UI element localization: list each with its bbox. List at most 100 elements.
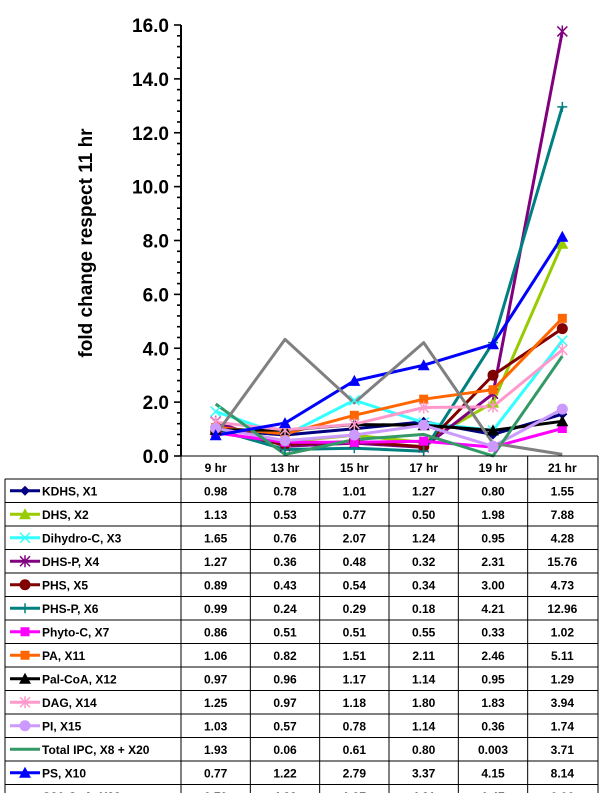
table-cell-value: 0.003 [478,743,508,757]
x-tick-label: 13 hr [271,461,300,475]
data-point [349,410,359,420]
table-cell-value: 0.82 [273,649,297,663]
table-cell-value: 0.36 [273,555,297,569]
table-cell-value: 0.54 [343,578,367,592]
table-cell-value: 3.37 [412,766,436,780]
legend-marker [19,766,31,778]
legend-label: Pal-CoA, X12 [42,672,117,686]
data-point [487,338,499,350]
table-cell-value: 0.43 [273,578,297,592]
table-cell-value: 3.94 [551,696,575,710]
legend-marker [19,696,31,709]
y-tick-label: 4.0 [143,339,169,360]
table-cell-value: 3.71 [551,743,575,757]
table-cell-value: 0.18 [412,602,436,616]
x-tick-label: 9 hr [205,461,227,475]
table-cell-value: 4.73 [551,578,575,592]
table-cell-value: 0.98 [204,484,228,498]
data-point [349,437,359,447]
table-cell-value: 1.29 [551,672,575,686]
legend-label: PHS-P, X6 [42,602,99,616]
series-line [215,106,564,453]
data-point [419,394,429,404]
table-cell-value: 2.79 [343,766,367,780]
legend-marker [19,508,31,520]
y-axis-label: fold change respect 11 hr [76,128,97,358]
data-point [488,385,498,395]
table-cell-value: 1.18 [343,696,367,710]
table-cell-value: 2.07 [343,531,367,545]
table-cell-value: 0.61 [343,743,367,757]
data-point [209,429,222,441]
series-line [215,235,564,437]
table-cell-value: 0.79 [204,790,228,793]
legend-label: Total IPC, X8 + X20 [42,743,150,757]
table-cell-value: 0.51 [273,625,297,639]
legend-label: DHS, X2 [42,508,89,522]
table-cell-value: 1.03 [204,719,228,733]
table-cell-value: 8.14 [551,766,575,780]
data-point [557,313,567,323]
series-line [215,339,564,437]
table-cell-value: 0.53 [273,508,297,522]
table-cell-value: 0.80 [412,743,436,757]
table-cell-value: 0.57 [273,719,297,733]
table-cell-value: 0.06 [273,743,297,757]
table-cell-value: 0.77 [204,766,228,780]
x-tick-label: 17 hr [409,461,438,475]
table-cell-value: 1.93 [204,743,228,757]
y-tick-label: 12.0 [132,124,169,145]
series-lines [214,31,564,458]
table-cell-value: 3.00 [481,578,505,592]
y-tick-label: 6.0 [143,285,169,306]
table-cell-value: 1.01 [343,484,367,498]
table-cell-value: 1.51 [343,649,367,663]
data-point [210,406,222,418]
data-point [556,343,568,356]
axes [174,24,182,457]
table-cell-value: 4.21 [481,602,505,616]
table-cell-value: 1.27 [412,484,436,498]
legend-label: PA, X11 [42,649,85,663]
legend-label: DHS-P, X4 [42,555,99,569]
table-cell-value: 1.06 [204,649,228,663]
series-line [214,355,564,458]
legend-marker [20,650,30,660]
legend-label: PHS, X5 [42,578,88,592]
data-point [487,400,499,413]
table-cell-value: 0.77 [343,508,367,522]
data-point [348,429,360,441]
y-tick-label: 16.0 [132,16,169,37]
data-point [418,419,430,431]
legend-label: C26-CoA, X23 [42,790,121,793]
legend-label: DAG, X14 [42,696,97,710]
table-cell-value: 1.27 [204,555,228,569]
table-cell-value: 1.02 [551,625,575,639]
y-tick-label: 2.0 [143,393,169,414]
series-line [215,327,564,449]
x-tick-label: 19 hr [479,461,508,475]
table-cell-value: 15.76 [547,555,577,569]
table-cell-value: 0.86 [204,625,228,639]
y-tick-label: 14.0 [132,70,169,91]
data-point [556,237,569,249]
x-tick-label: 21 hr [548,461,577,475]
table-cell-value: 0.29 [343,602,367,616]
table-cell-value: 0.24 [273,602,297,616]
table-cell-value: 0.95 [481,531,505,545]
data-point [556,25,568,38]
series-line [215,348,564,432]
legend-marker [19,720,31,732]
table-cell-value: 0.80 [481,484,505,498]
table-cell-value: 1.13 [204,508,228,522]
x-tick-label: 15 hr [340,461,369,475]
table-cell-value: 0.96 [273,672,297,686]
table-cell-value: 0.78 [343,719,367,733]
legend-label: KDHS, X1 [42,484,98,498]
y-tick-label: 8.0 [143,232,169,253]
table-cell-value: 4.21 [412,790,436,793]
data-table: 9 hr 13 hr 15 hr 17 hr 19 hr 21 hr KDHS, X1 0.9… [4,455,599,793]
y-tick-label: 0.0 [143,447,169,468]
table-cell-value: 0.76 [273,531,297,545]
